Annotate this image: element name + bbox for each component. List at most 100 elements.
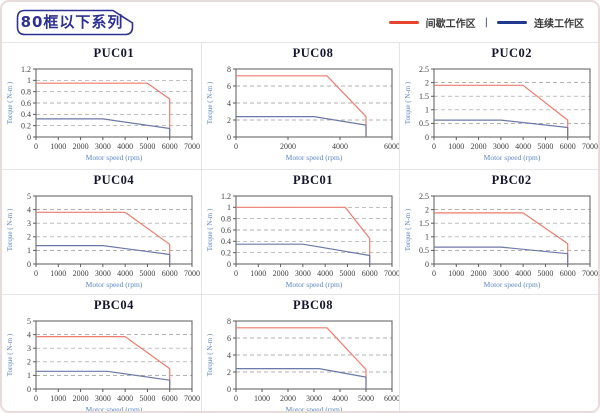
svg-text:2: 2 <box>227 368 231 377</box>
chart-title: PUC02 <box>491 46 533 60</box>
svg-text:4: 4 <box>227 351 231 360</box>
svg-text:6000: 6000 <box>162 394 178 403</box>
svg-text:5000: 5000 <box>139 269 155 278</box>
svg-text:7000: 7000 <box>582 142 598 151</box>
svg-text:1000: 1000 <box>50 394 66 403</box>
svg-text:0.5: 0.5 <box>419 119 429 128</box>
svg-text:5000: 5000 <box>538 269 554 278</box>
badge-outline <box>16 9 134 35</box>
svg-text:Motor speed (rpm): Motor speed (rpm) <box>86 405 143 413</box>
chart-plot-pbc04: 0 1000 2000 3000 4000 5000 6000 7000 0 1 2 3 4 5 Torqu… <box>6 317 200 413</box>
svg-text:0: 0 <box>432 142 436 151</box>
svg-text:Torque ( N-m ): Torque ( N-m ) <box>6 333 14 376</box>
legend: 间歇工作区 | 连续工作区 <box>388 15 584 30</box>
svg-text:6000: 6000 <box>384 394 400 403</box>
svg-text:6000: 6000 <box>162 142 178 151</box>
chart-plot-pbc08: 0 1000 2000 3000 4000 5000 6000 0 2 4 6 8 Torque ( N… <box>206 317 400 411</box>
svg-text:2: 2 <box>425 205 429 214</box>
svg-text:0.4: 0.4 <box>221 237 231 246</box>
legend-continuous-label: 连续工作区 <box>534 18 584 30</box>
svg-text:4000: 4000 <box>515 269 531 278</box>
svg-text:1000: 1000 <box>254 394 270 403</box>
svg-text:Motor speed (rpm): Motor speed (rpm) <box>484 280 541 289</box>
svg-text:0.8: 0.8 <box>221 214 231 223</box>
svg-text:0: 0 <box>234 269 238 278</box>
svg-text:1: 1 <box>425 106 429 115</box>
svg-text:3: 3 <box>27 344 31 353</box>
svg-text:5000: 5000 <box>139 142 155 151</box>
charts-grid: PUC01 0 1000 2000 3000 4000 5000 6000 7000 0 0.2 0… <box>2 42 598 413</box>
legend-separator: | <box>484 16 488 28</box>
svg-text:2000: 2000 <box>73 142 89 151</box>
svg-text:5000: 5000 <box>339 269 355 278</box>
svg-text:5: 5 <box>27 317 31 326</box>
chart-pbc02: PBC02 0 1000 2000 3000 4000 5000 6000 7000 0 0.5 1… <box>399 169 598 294</box>
svg-text:0: 0 <box>27 260 31 269</box>
svg-text:0: 0 <box>27 133 31 142</box>
chart-puc02: PUC02 0 1000 2000 3000 4000 5000 6000 7000 0 0.5 1… <box>399 43 598 169</box>
svg-text:6000: 6000 <box>384 142 400 151</box>
svg-text:6000: 6000 <box>560 269 576 278</box>
svg-text:2.5: 2.5 <box>419 192 429 201</box>
chart-pbc08: PBC08 0 1000 2000 3000 4000 5000 6000 0 2 4 6 8 Torq… <box>200 294 400 411</box>
svg-text:Torque ( N-m ): Torque ( N-m ) <box>6 208 14 251</box>
chart-plot-puc02: 0 1000 2000 3000 4000 5000 6000 7000 0 0.5 1 1.5 2 2.… <box>404 65 598 162</box>
chart-title: PBC08 <box>292 298 333 312</box>
chart-title: PUC04 <box>93 173 135 187</box>
chart-puc08: PUC08 0 2000 4000 6000 0 2 4 6 8 Torque ( N-m ) Mo… <box>200 43 400 169</box>
svg-text:0.5: 0.5 <box>419 246 429 255</box>
svg-text:Torque ( N-m ): Torque ( N-m ) <box>206 81 214 124</box>
svg-text:Motor speed (rpm): Motor speed (rpm) <box>285 153 342 162</box>
svg-text:1000: 1000 <box>449 142 465 151</box>
svg-text:1.2: 1.2 <box>21 65 31 74</box>
svg-text:1000: 1000 <box>50 269 66 278</box>
svg-text:5: 5 <box>27 192 31 201</box>
svg-text:5000: 5000 <box>358 394 374 403</box>
chart-puc04: PUC04 0 1000 2000 3000 4000 5000 6000 7000 0 1 2 3 4… <box>2 169 201 294</box>
svg-text:Torque ( N-m ): Torque ( N-m ) <box>206 208 214 251</box>
chart-title: PUC08 <box>292 46 334 60</box>
svg-text:2: 2 <box>227 116 231 125</box>
svg-text:0: 0 <box>227 385 231 394</box>
svg-text:6000: 6000 <box>361 269 377 278</box>
svg-text:7000: 7000 <box>384 269 400 278</box>
svg-text:0: 0 <box>227 133 231 142</box>
svg-text:4000: 4000 <box>117 142 133 151</box>
chart-plot-pbc02: 0 1000 2000 3000 4000 5000 6000 7000 0 0.5 1 1.5 2 2.… <box>404 192 598 289</box>
svg-text:0.8: 0.8 <box>21 87 31 96</box>
svg-text:1: 1 <box>227 203 231 212</box>
svg-text:7000: 7000 <box>184 269 200 278</box>
svg-text:1: 1 <box>27 246 31 255</box>
empty-cell <box>399 294 598 411</box>
svg-text:Torque ( N-m ): Torque ( N-m ) <box>206 333 214 376</box>
chart-plot-puc04: 0 1000 2000 3000 4000 5000 6000 7000 0 1 2 3 4 5 Torqu… <box>6 192 200 289</box>
svg-text:0: 0 <box>234 142 238 151</box>
svg-text:0: 0 <box>234 394 238 403</box>
svg-text:4000: 4000 <box>332 142 348 151</box>
svg-text:4000: 4000 <box>117 269 133 278</box>
svg-text:Torque ( N-m ): Torque ( N-m ) <box>6 81 14 124</box>
svg-text:3000: 3000 <box>95 394 111 403</box>
svg-text:1000: 1000 <box>250 269 266 278</box>
svg-text:0: 0 <box>425 133 429 142</box>
svg-text:2: 2 <box>27 358 31 367</box>
svg-text:Torque ( N-m ): Torque ( N-m ) <box>404 208 412 251</box>
svg-text:4000: 4000 <box>515 142 531 151</box>
svg-text:2000: 2000 <box>280 394 296 403</box>
svg-text:Motor speed (rpm): Motor speed (rpm) <box>86 280 143 289</box>
svg-text:5000: 5000 <box>538 142 554 151</box>
svg-text:3000: 3000 <box>295 269 311 278</box>
svg-text:2000: 2000 <box>272 269 288 278</box>
svg-text:6000: 6000 <box>162 269 178 278</box>
svg-text:3000: 3000 <box>493 142 509 151</box>
svg-text:2000: 2000 <box>73 269 89 278</box>
svg-text:0: 0 <box>34 394 38 403</box>
page-title: 80框以下系列 <box>20 13 124 31</box>
svg-text:3000: 3000 <box>95 269 111 278</box>
svg-text:0: 0 <box>425 260 429 269</box>
header: 80框以下系列 间歇工作区 | 连续工作区 <box>2 2 598 42</box>
svg-text:1000: 1000 <box>50 142 66 151</box>
svg-text:0.6: 0.6 <box>21 99 31 108</box>
svg-text:0.4: 0.4 <box>21 110 31 119</box>
